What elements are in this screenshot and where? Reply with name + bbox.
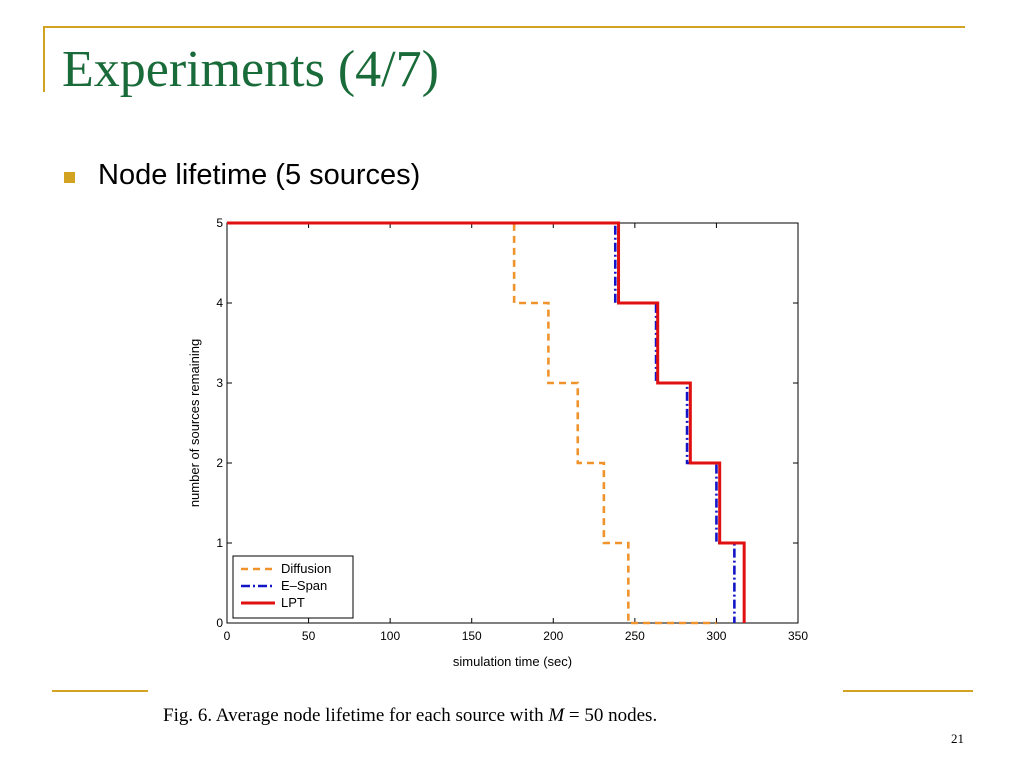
y-tick-label: 5 — [216, 216, 223, 230]
figure-caption: Fig. 6. Average node lifetime for each s… — [163, 705, 657, 727]
series-line-lpt — [227, 221, 746, 623]
x-tick-label: 50 — [302, 629, 316, 643]
x-tick-label: 250 — [625, 629, 645, 643]
top-rule — [43, 26, 965, 28]
chart-container: 0 50 100 150 200 250 300 350 0 1 2 3 4 5 simulation ti… — [180, 210, 820, 680]
x-tick-label: 150 — [462, 629, 482, 643]
y-axis-label: number of sources remaining — [187, 339, 202, 507]
slide-title: Experiments (4/7) — [62, 41, 439, 98]
x-tick-label: 300 — [706, 629, 726, 643]
y-tick-label: 3 — [216, 376, 223, 390]
bullet-marker — [64, 172, 75, 183]
bottom-rule-left — [52, 690, 148, 692]
x-tick-label: 100 — [380, 629, 400, 643]
caption-math: M — [548, 705, 565, 726]
x-axis-label: simulation time (sec) — [453, 654, 572, 669]
x-tick-label: 350 — [788, 629, 808, 643]
page-number: 21 — [951, 731, 964, 746]
y-tick-label: 2 — [216, 456, 223, 470]
caption-prefix: Fig. 6. Average node lifetime for each s… — [163, 705, 549, 726]
legend-label: LPT — [281, 595, 305, 610]
y-tick-label: 4 — [216, 296, 223, 310]
series-line-diffusion — [227, 221, 717, 625]
left-rule — [43, 26, 45, 92]
caption-suffix: = 50 nodes. — [564, 705, 658, 726]
legend-label: E–Span — [281, 578, 327, 593]
y-tick-label: 0 — [216, 616, 223, 630]
legend-label: Diffusion — [281, 561, 331, 576]
bottom-rule-right — [843, 690, 973, 692]
y-tick-label: 1 — [216, 536, 223, 550]
node-lifetime-chart: 0 50 100 150 200 250 300 350 0 1 2 3 4 5 simulation ti… — [187, 216, 808, 669]
x-tick-label: 200 — [543, 629, 563, 643]
bullet-text: Node lifetime (5 sources) — [98, 159, 421, 191]
x-tick-label: 0 — [224, 629, 231, 643]
